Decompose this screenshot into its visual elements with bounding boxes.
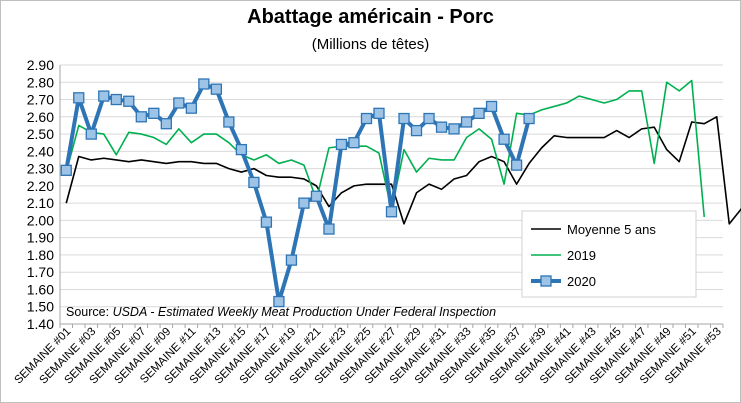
y-tick-label: 2.80: [27, 74, 54, 90]
data-point: [373, 107, 385, 119]
legend-label: 2020: [567, 274, 596, 289]
data-point: [298, 197, 310, 209]
series-1: [65, 116, 741, 225]
y-tick-label: 1.70: [27, 264, 54, 280]
data-point: [335, 138, 348, 151]
data-point: [198, 78, 210, 90]
y-tick-label: 1.80: [27, 247, 54, 263]
y-tick-label: 2.90: [27, 57, 54, 73]
data-point: [60, 164, 72, 176]
source-text: USDA - Estimated Weekly Meat Production …: [113, 305, 497, 319]
y-tick-label: 1.50: [27, 299, 54, 315]
data-point: [310, 190, 323, 202]
data-point: [435, 121, 448, 133]
y-tick-label: 2.40: [27, 143, 54, 159]
axes: [59, 65, 724, 328]
source-note: Source: USDA - Estimated Weekly Meat Pro…: [66, 305, 496, 319]
y-tick-label: 2.30: [27, 161, 54, 177]
data-point: [148, 107, 160, 119]
data-point: [360, 112, 373, 125]
legend-label: Moyenne 5 ans: [567, 222, 656, 237]
data-point: [423, 112, 435, 125]
data-point: [273, 295, 285, 308]
y-tick-label: 2.50: [27, 126, 54, 142]
data-point: [485, 100, 498, 113]
series-3: [60, 78, 535, 308]
data-point: [385, 206, 398, 218]
y-tick-label: 1.60: [27, 281, 54, 297]
y-tick-label: 2.20: [27, 178, 54, 194]
data-point: [398, 112, 410, 125]
legend-marker: [540, 275, 552, 287]
series-line: [65, 79, 706, 218]
data-point: [285, 254, 298, 266]
data-point: [498, 133, 510, 145]
series-2: [65, 79, 706, 218]
data-point: [210, 83, 223, 95]
data-point: [173, 97, 185, 109]
data-point: [473, 107, 485, 119]
data-point: [348, 137, 360, 149]
data-point: [160, 118, 172, 130]
y-tick-labels: 1.401.50 1.601.701.801.90 2.002.102.202.30…: [27, 57, 54, 332]
data-point: [523, 112, 535, 125]
chart-title: Abattage américain - Porc: [247, 6, 494, 28]
y-tick-label: 1.40: [27, 316, 54, 332]
series-line: [65, 116, 741, 225]
data-point: [123, 95, 135, 107]
data-point: [260, 216, 273, 228]
data-point: [448, 123, 460, 135]
data-point: [410, 124, 423, 137]
y-tick-label: 2.10: [27, 195, 54, 211]
legend-label: 2019: [567, 248, 596, 263]
data-point: [135, 111, 147, 123]
data-point: [460, 116, 473, 128]
legend: Moyenne 5 ans 2019 2020: [521, 210, 697, 298]
data-point: [73, 92, 85, 104]
data-point: [235, 143, 248, 156]
data-point: [110, 93, 122, 106]
data-point: [323, 223, 335, 235]
data-point: [185, 102, 197, 114]
y-tick-label: 2.00: [27, 212, 54, 228]
data-point: [248, 176, 260, 189]
y-tick-label: 2.60: [27, 109, 54, 125]
y-tick-label: 1.90: [27, 230, 54, 246]
series-layer: [60, 78, 741, 308]
data-point: [85, 128, 97, 140]
y-tick-label: 2.70: [27, 92, 54, 108]
source-prefix: Source:: [66, 305, 113, 319]
data-point: [223, 116, 235, 128]
chart-subtitle: (Millions de têtes): [311, 36, 430, 53]
data-point: [510, 159, 523, 171]
data-point: [98, 90, 110, 102]
